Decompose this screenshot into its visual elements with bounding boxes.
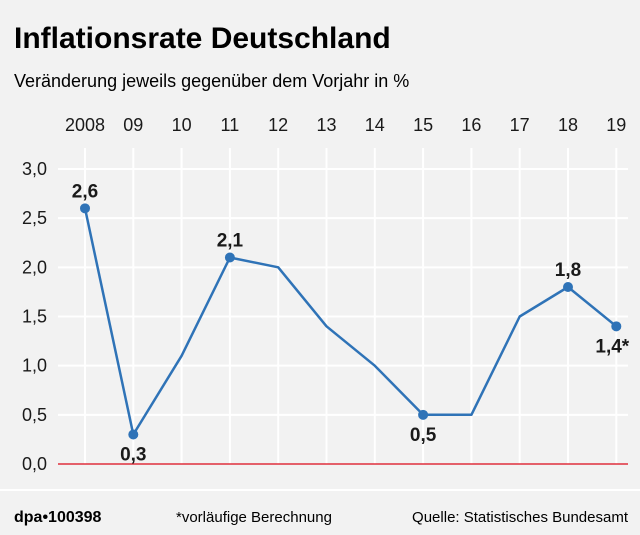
data-label: 2,1 <box>217 231 244 252</box>
x-tick-label: 13 <box>316 115 336 135</box>
y-tick-label: 2,5 <box>22 208 47 228</box>
x-tick-label: 19 <box>606 115 626 135</box>
data-point-marker <box>128 429 139 440</box>
y-tick-label: 1,0 <box>22 356 47 376</box>
x-tick-label: 16 <box>461 115 481 135</box>
data-point-marker <box>563 282 573 292</box>
y-axis-tick-labels: 0,0 0,5 1,0 1,5 2,0 2,5 3,0 <box>22 159 47 474</box>
chart-title: Inflationsrate Deutschland <box>14 22 391 55</box>
data-label: 2,6 <box>72 181 98 202</box>
footer-source-id: dpa•100398 <box>14 509 102 526</box>
footer-note: *vorläufige Berechnung <box>176 509 332 526</box>
x-tick-label: 18 <box>558 115 578 135</box>
series-line <box>83 208 618 436</box>
data-label: 1,4* <box>595 336 629 357</box>
data-label: 1,8 <box>555 260 581 281</box>
data-point-marker <box>611 321 622 332</box>
data-point-marker <box>224 252 235 263</box>
x-tick-label: 09 <box>123 115 143 135</box>
data-label: 0,3 <box>120 445 146 466</box>
y-tick-label: 2,0 <box>22 257 47 277</box>
chart-subtitle: Veränderung jeweils gegenüber dem Vorjah… <box>14 71 409 91</box>
y-tick-label: 1,5 <box>22 307 47 327</box>
y-tick-label: 0,0 <box>22 454 47 474</box>
data-labels: 2,6 0,3 2,1 0,5 1,8 1,4* <box>72 181 630 465</box>
x-tick-label: 17 <box>510 115 530 135</box>
footer-source: Quelle: Statistisches Bundesamt <box>412 509 629 526</box>
x-tick-label: 10 <box>172 115 192 135</box>
series-group <box>80 203 622 440</box>
x-tick-label: 14 <box>365 115 385 135</box>
y-tick-label: 3,0 <box>22 159 47 179</box>
x-tick-label: 2008 <box>65 115 105 135</box>
data-point-marker <box>418 409 429 420</box>
gridlines <box>58 148 628 465</box>
y-tick-label: 0,5 <box>22 405 47 425</box>
x-tick-label: 11 <box>221 115 240 135</box>
x-tick-label: 15 <box>413 115 433 135</box>
data-label: 0,5 <box>410 425 437 446</box>
x-axis-tick-labels: 2008 09 10 11 12 13 14 15 16 17 18 19 <box>65 115 626 135</box>
data-point-marker <box>80 203 90 214</box>
x-tick-label: 12 <box>268 115 288 135</box>
